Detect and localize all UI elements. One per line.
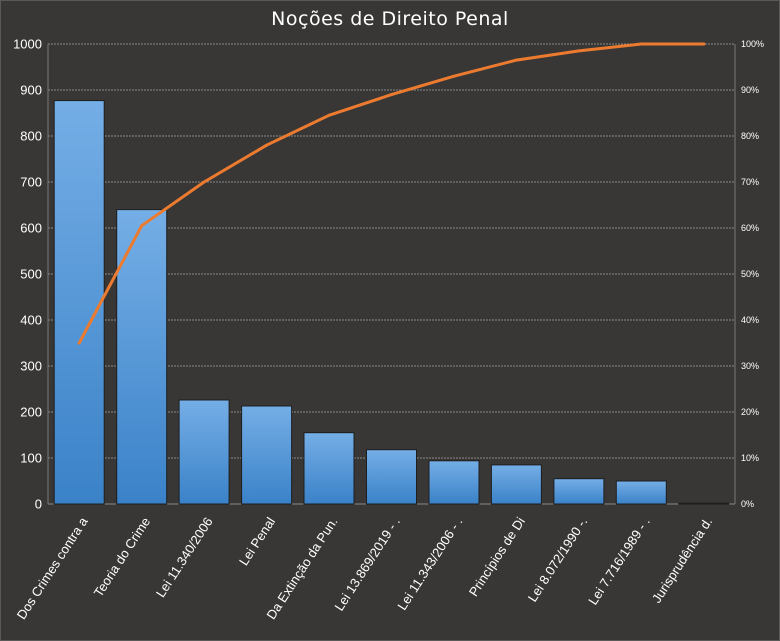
bar [366,449,417,505]
cumulative-point [77,341,81,345]
y2-tick-label: 0% [741,499,754,509]
cumulative-point [577,49,581,53]
bar [53,100,105,505]
bar [178,399,230,505]
y-tick-label: 800 [20,129,42,144]
bars [53,100,730,505]
y2-tick-label: 10% [741,453,759,463]
bar [241,405,293,505]
bar [678,502,730,505]
category-label: Lei 11.343/2006 - . [394,514,465,612]
cumulative-series-line [77,42,706,345]
bar [490,464,542,505]
y2-tick-label: 30% [741,361,759,371]
category-label: Teoria do Crime [91,514,154,599]
category-label: Lei 7.716/1989 - . [585,514,653,607]
y2-tick-label: 100% [741,39,764,49]
y2-tick-label: 70% [741,177,759,187]
category-label: Lei 8.072/1990 -. [525,514,591,604]
bar [303,432,355,505]
bar [615,480,667,505]
right-axis: 0% 10% 20% 30% 40% 50% 60% 70% 80% 90% 100% [734,39,764,509]
y2-tick-label: 50% [741,269,759,279]
y-tick-label: 1000 [13,37,42,52]
left-axis: 0 100 200 300 400 500 600 700 800 900 1000 [13,37,49,512]
chart-title: Noções de Direito Penal [271,8,509,30]
y2-tick-label: 90% [741,85,759,95]
cumulative-line [77,42,706,345]
y-tick-label: 400 [20,313,42,328]
bar [553,478,605,505]
bar [428,460,480,505]
y-tick-label: 200 [20,405,42,420]
category-label: Jurisprudência d. [649,514,715,605]
category-label: Da Extinção da Pun. [263,514,340,622]
y2-tick-label: 40% [741,315,759,325]
y-tick-label: 100 [20,451,42,466]
cumulative-point [202,180,206,184]
cumulative-point [390,93,393,97]
cumulative-point [327,113,331,117]
category-axis: Dos Crimes contra a Teoria do Crime Lei 11… [14,514,716,622]
bar [116,209,168,505]
y-tick-label: 500 [20,267,42,282]
y-tick-label: 700 [20,175,42,190]
y-tick-label: 300 [20,359,42,374]
y-tick-label: 0 [35,497,42,512]
y2-tick-label: 80% [741,131,759,141]
y2-tick-label: 20% [741,407,759,417]
y2-tick-label: 60% [741,223,759,233]
category-label: Dos Crimes contra a [14,514,92,622]
category-label: Lei 13.869/2019 - . [331,514,403,613]
cumulative-point [639,42,643,46]
category-label: Princípios de Di [466,514,528,599]
y-tick-label: 600 [20,221,42,236]
cumulative-point [452,74,456,78]
cumulative-point [514,58,518,62]
cumulative-point [140,224,144,228]
cumulative-point [265,143,269,147]
y-tick-label: 900 [20,83,42,98]
category-label: Lei 11.340/2006 [153,514,216,600]
category-label: Lei Penal [236,514,278,568]
cumulative-point [702,42,706,46]
